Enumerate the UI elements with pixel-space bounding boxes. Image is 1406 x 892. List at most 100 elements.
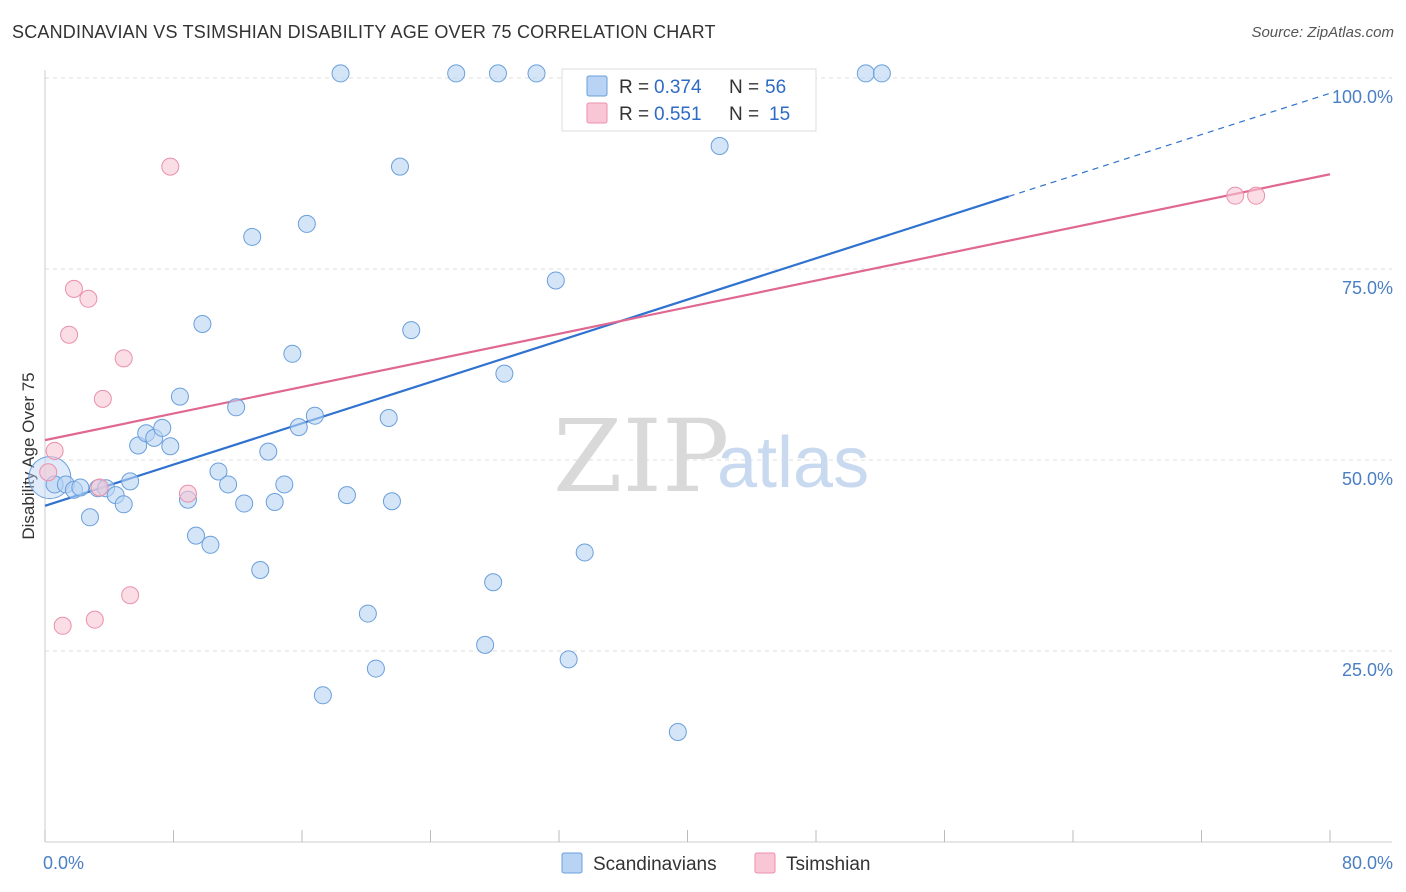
scandinavians-point [235,494,254,513]
tsimshian-point [39,463,58,482]
scandinavians-point [251,561,270,580]
legend-swatch-scandinavians [586,75,608,97]
x-ticks [44,830,1331,842]
scandinavians-point [527,64,546,83]
y-tick-label-50: 50.0% [1342,469,1393,489]
legend-n-label-1: N = [729,77,759,98]
gridlines [45,77,1392,652]
legend-n-value-2: 15 [769,104,790,125]
legend-r-value-2: 0.551 [654,104,702,125]
scandinavians-point [476,635,495,654]
scandinavians-point [358,604,377,623]
tsimshian-point [114,349,133,368]
scandinavians-point [219,475,238,494]
scandinavians-point [227,398,246,417]
tsimshian-point [60,325,79,344]
scandinavians-point [114,495,133,514]
tsimshian-point [161,157,180,176]
x-tick-labels: 0.0% 80.0% [43,853,1393,873]
scandinavians-point [209,462,228,481]
scandinavians-point [297,214,316,233]
scandinavians-point [488,64,507,83]
scandinavians-point [366,659,385,678]
scandinavians-point [71,478,90,497]
scandinavians-point [546,271,565,290]
scandinavians-point [402,321,421,340]
tsimshian-point [1226,186,1245,205]
watermark-zip-text: ZIP [553,398,729,515]
legend-n-label-2: N = [729,104,759,125]
scandinavians-point [382,492,401,511]
x-tick-label-min: 0.0% [43,853,84,873]
scandinavians-point [170,387,189,406]
scandinavians-point [668,722,687,741]
scandinavians-points [28,64,891,741]
scandinavians-point [121,472,140,491]
y-axis-title: Disability Age Over 75 [19,372,38,539]
trendline-tsimshian [44,173,1331,442]
scandinavians-point [710,136,729,155]
tsimshian-point [93,389,112,408]
scandinavians-point [265,493,284,512]
series-legend: Scandinavians Tsimshian [561,852,870,875]
tsimshian-points [39,157,1266,635]
scandinavians-point [275,475,294,494]
scandinavians-point [495,364,514,383]
scandinavians-point [447,64,466,83]
tsimshian-point [45,441,64,460]
trendline-scandinavians [44,195,1010,507]
tsimshian-point [1247,186,1266,205]
scandinavians-point [193,315,212,334]
legend-n-value-1: 56 [765,77,786,98]
y-tick-label-25: 25.0% [1342,660,1393,680]
axes [44,70,1392,843]
watermark-atlas-text: atlas [717,423,869,503]
scandinavians-point [259,442,278,461]
scandinavians-point [283,344,302,363]
y-tick-label-75: 75.0% [1342,278,1393,298]
x-tick-label-max: 80.0% [1342,853,1393,873]
series-legend-label-scandinavians: Scandinavians [593,854,717,875]
scandinavians-point [201,535,220,554]
tsimshian-point [64,279,83,298]
tsimshian-point [90,478,109,497]
trendline-scandinavians-extension [1008,92,1331,197]
tsimshian-point [79,289,98,308]
tsimshian-point [178,484,197,503]
series-legend-swatch-tsimshian [754,852,776,874]
scandinavians-point [872,64,891,83]
scandinavians-point [161,437,180,456]
legend-r-value-1: 0.374 [654,77,702,98]
scandinavians-point [379,408,398,427]
scandinavians-point [390,157,409,176]
y-tick-labels: 25.0% 50.0% 75.0% 100.0% [1332,87,1393,680]
scandinavians-point [289,418,308,437]
tsimshian-point [121,586,140,605]
chart-title: SCANDINAVIAN VS TSIMSHIAN DISABILITY AGE… [12,22,716,42]
legend-r-label-1: R = [619,77,649,98]
scandinavians-point [856,64,875,83]
scandinavians-point [484,573,503,592]
legend-r-label-2: R = [619,104,649,125]
scandinavians-point [153,418,172,437]
series-legend-swatch-scandinavians [561,852,583,874]
scandinavians-point [575,543,594,562]
scandinavians-point [313,686,332,705]
scandinavians-point [305,406,324,425]
scandinavians-point [331,64,350,83]
tsimshian-point [53,616,72,635]
stats-legend: R = 0.374 N = 56 R = 0.551 N = 15 [561,68,817,132]
watermark: ZIP atlas [553,398,869,515]
scandinavians-point [559,650,578,669]
scandinavians-point [80,508,99,527]
trend-lines [44,92,1331,507]
legend-swatch-tsimshian [586,102,608,124]
scandinavians-point [337,486,356,505]
scandinavians-point [186,526,205,545]
y-tick-label-100: 100.0% [1332,87,1393,107]
source-credit: Source: ZipAtlas.com [1251,24,1394,41]
series-legend-label-tsimshian: Tsimshian [786,854,870,875]
tsimshian-point [85,610,104,629]
scandinavians-point [243,227,262,246]
